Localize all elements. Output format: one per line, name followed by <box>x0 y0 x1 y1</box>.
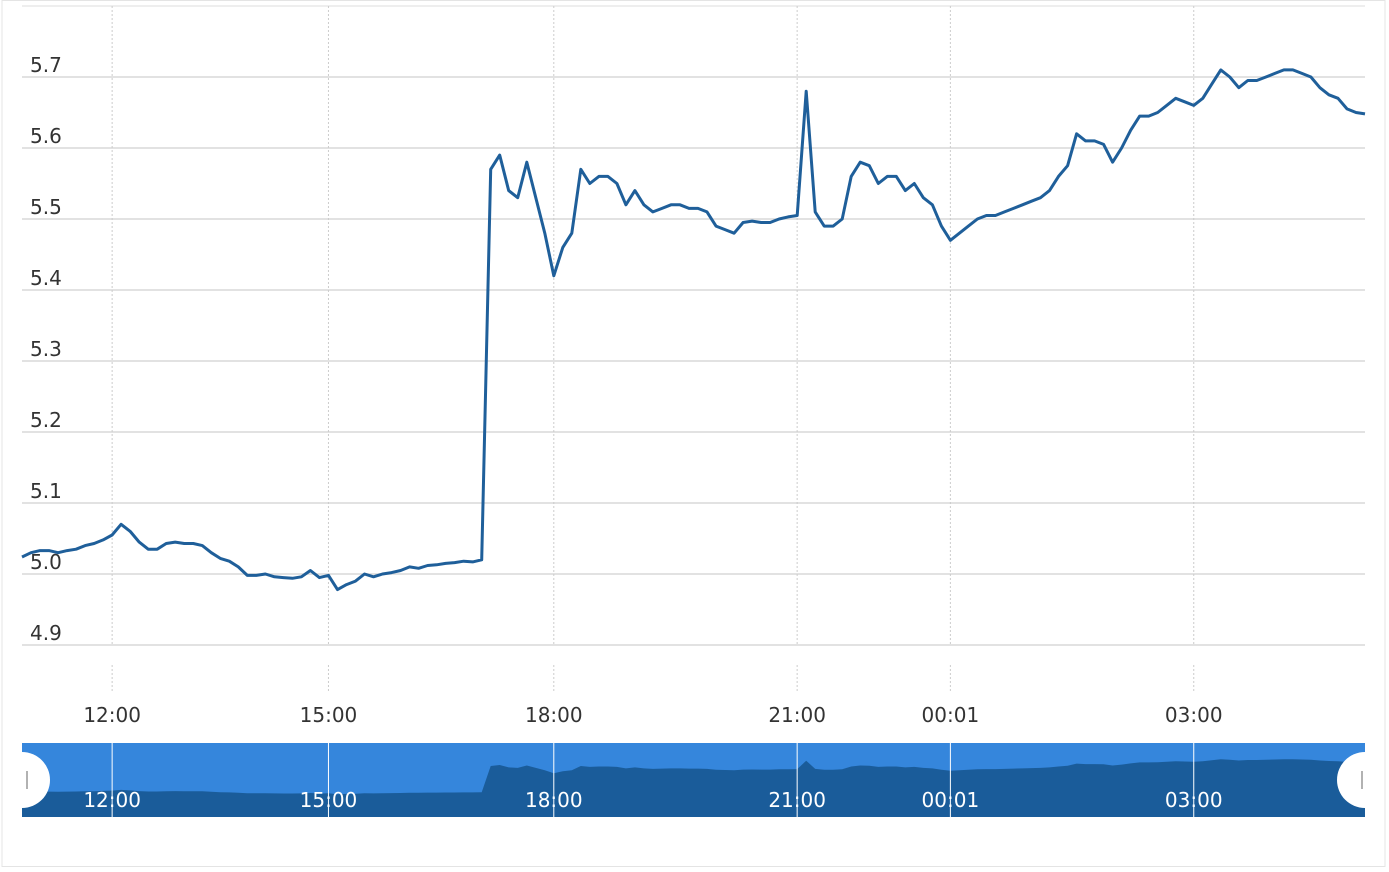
y-tick-label: 5.0 <box>30 550 62 574</box>
navigator-label: 03:00 <box>1165 788 1223 812</box>
y-tick-label: 5.3 <box>30 337 62 361</box>
x-tick-label: 18:00 <box>525 703 583 727</box>
y-tick-label: 5.4 <box>30 266 62 290</box>
x-tick-label: 00:01 <box>922 703 980 727</box>
plot <box>21 68 1366 592</box>
navigator-label: 18:00 <box>525 788 583 812</box>
y-tick-label: 5.7 <box>30 53 62 77</box>
navigator-label: 15:00 <box>300 788 358 812</box>
x-tick-label: 03:00 <box>1165 703 1223 727</box>
y-tick-label: 5.1 <box>30 479 62 503</box>
navigator-label: 21:00 <box>768 788 826 812</box>
y-tick-label: 5.6 <box>30 124 62 148</box>
navigator-area <box>22 759 1365 817</box>
navigator-handle-right <box>1337 752 1365 808</box>
y-tick-label: 5.2 <box>30 408 62 432</box>
data-line <box>21 68 1366 592</box>
navigator-handle-left <box>22 752 50 808</box>
navigator-label: 12:00 <box>83 788 141 812</box>
x-tick-label: 21:00 <box>768 703 826 727</box>
x-tick-label: 15:00 <box>300 703 358 727</box>
grid: 4.9 5.0 5.1 5.2 5.3 5.4 5.5 5.6 5.7 12:00 15:00 18:… <box>22 6 1365 727</box>
y-tick-label: 5.5 <box>30 195 62 219</box>
x-tick-label: 12:00 <box>83 703 141 727</box>
navigator: 12:00 15:00 18:00 21:00 00:01 03:00 <box>22 743 1365 817</box>
y-tick-label: 4.9 <box>30 621 62 645</box>
navigator-label: 00:01 <box>922 788 980 812</box>
